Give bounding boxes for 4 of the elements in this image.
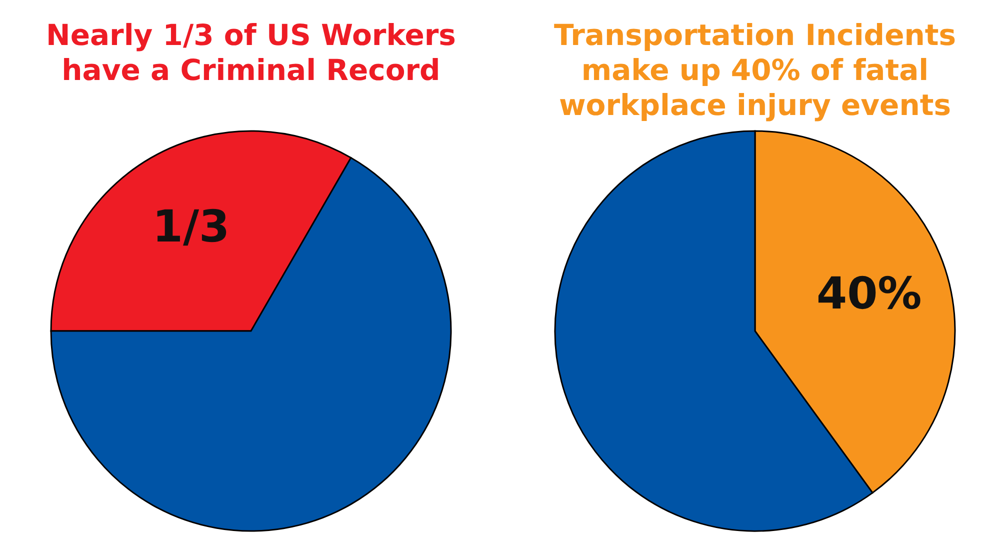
chart-title: Nearly 1/3 of US Workers have a Criminal Record [46,18,456,87]
data-label: 40% [816,268,922,320]
chart-title: Transportation Incidents make up 40% of fatal workplace injury events [554,18,956,122]
data-label: 1/3 [152,202,230,253]
